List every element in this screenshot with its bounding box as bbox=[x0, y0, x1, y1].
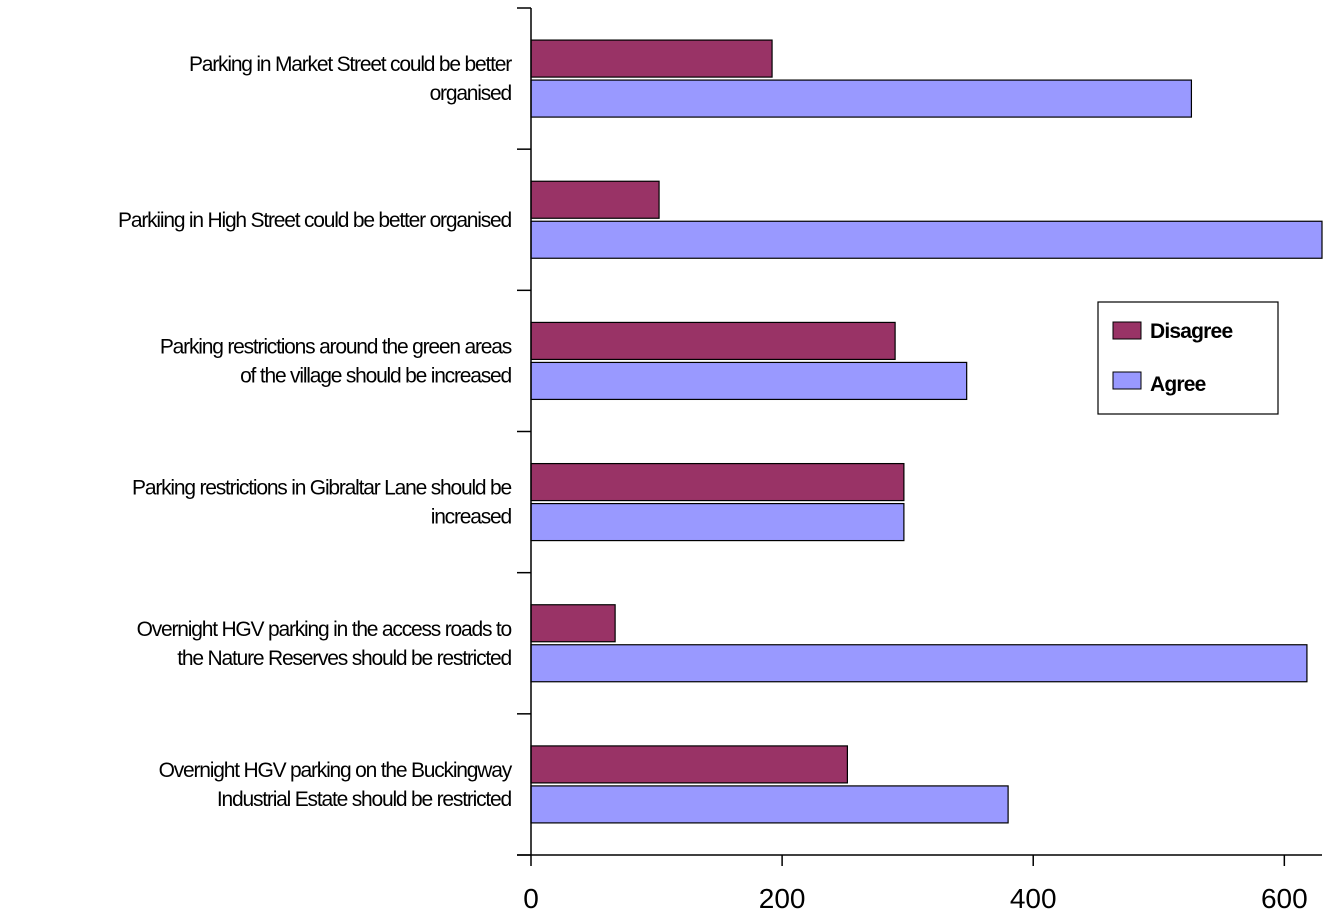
category-label-0-line-1: organised bbox=[430, 82, 512, 105]
x-tick-label-1: 200 bbox=[759, 883, 806, 914]
category-label-3: Parking restrictions in Gibraltar Lane s… bbox=[132, 477, 511, 529]
bar-disagree-2 bbox=[530, 321, 896, 361]
category-label-5-line-1: Industrial Estate should be restricted bbox=[217, 788, 512, 811]
category-label-4: Overnight HGV parking in the access road… bbox=[137, 618, 512, 670]
bar-disagree-3 bbox=[530, 462, 905, 502]
category-label-2: Parking restrictions around the green ar… bbox=[160, 335, 512, 387]
category-label-2-line-1: of the village should be increased bbox=[240, 364, 511, 387]
y-ticks-group bbox=[517, 7, 531, 856]
category-label-5-line-0: Overnight HGV parking on the Buckingway bbox=[159, 759, 513, 782]
x-tick-label-3: 600 bbox=[1261, 883, 1308, 914]
bar-disagree-0 bbox=[530, 39, 773, 78]
legend: Disagree Agree bbox=[1097, 301, 1279, 415]
category-label-2-line-0: Parking restrictions around the green ar… bbox=[160, 335, 512, 358]
category-label-3-line-0: Parking restrictions in Gibraltar Lane s… bbox=[132, 477, 511, 500]
legend-label-agree: Agree bbox=[1150, 373, 1206, 396]
category-label-4-line-0: Overnight HGV parking in the access road… bbox=[137, 618, 512, 641]
legend-box bbox=[1097, 301, 1279, 415]
category-labels-group: Parking in Market Street could be better… bbox=[118, 53, 514, 811]
bar-agree-5 bbox=[530, 785, 1009, 824]
x-tick-label-0: 0 bbox=[523, 883, 539, 914]
bars-group bbox=[530, 39, 1323, 824]
category-label-0-line-0: Parking in Market Street could be better bbox=[189, 53, 512, 76]
bar-agree-0 bbox=[530, 79, 1193, 118]
category-label-5: Overnight HGV parking on the Buckingway I… bbox=[159, 759, 513, 811]
category-label-1-line-0: Parkiing in High Street could be better … bbox=[118, 209, 511, 232]
legend-swatch-disagree bbox=[1112, 321, 1142, 340]
x-tick-label-2: 400 bbox=[1010, 883, 1057, 914]
bar-agree-2 bbox=[530, 361, 968, 401]
bar-disagree-4 bbox=[530, 604, 616, 643]
legend-label-disagree: Disagree bbox=[1150, 320, 1232, 343]
legend-swatch-agree bbox=[1112, 371, 1142, 390]
bar-agree-3 bbox=[530, 502, 905, 542]
category-label-4-line-1: the Nature Reserves should be restricted bbox=[177, 647, 511, 670]
bar-agree-1 bbox=[530, 220, 1323, 259]
category-label-1: Parkiing in High Street could be better … bbox=[118, 209, 511, 232]
bar-disagree-1 bbox=[530, 180, 660, 219]
bar-agree-4 bbox=[530, 644, 1308, 683]
x-ticks-group: 0 200 400 600 bbox=[523, 855, 1308, 914]
axes-group bbox=[517, 8, 1322, 856]
bar-disagree-5 bbox=[530, 745, 848, 784]
category-label-0: Parking in Market Street could be better… bbox=[189, 53, 512, 105]
category-label-3-line-1: increased bbox=[431, 506, 512, 529]
